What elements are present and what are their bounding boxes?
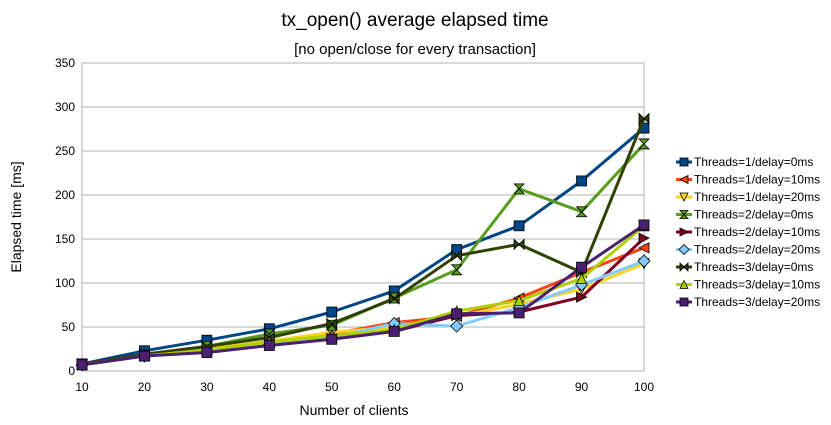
plot-area-border — [81, 62, 645, 372]
data-point — [388, 292, 400, 305]
y-axis-label: Elapsed time [ms] — [8, 161, 24, 272]
legend-label: Threads=1/delay=20ms — [694, 190, 820, 204]
y-axis-ticks: 0 50 100 150 200 250 300 350 — [55, 56, 75, 378]
x-tick-label: 80 — [512, 380, 526, 394]
legend-item: Threads=3/delay=10ms — [676, 278, 820, 292]
data-point — [575, 206, 588, 218]
x-axis-label: Number of clients — [300, 402, 409, 418]
data-point — [513, 238, 525, 251]
legend-label: Threads=3/delay=20ms — [694, 295, 820, 309]
legend-label: Threads=1/delay=10ms — [694, 173, 820, 187]
legend-item: Threads=1/delay=20ms — [676, 190, 820, 204]
x-tick-label: 100 — [634, 380, 654, 394]
data-point — [513, 220, 525, 232]
chart-title: tx_open() average elapsed time — [281, 10, 548, 31]
series-line — [81, 223, 645, 367]
data-point — [638, 242, 650, 254]
data-point — [679, 157, 689, 167]
data-point — [513, 294, 525, 307]
legend-label: Threads=2/delay=20ms — [694, 243, 820, 257]
x-tick-label: 90 — [575, 380, 589, 394]
data-point — [678, 243, 690, 256]
data-point — [326, 317, 338, 330]
data-point — [513, 307, 525, 319]
data-point — [450, 264, 463, 276]
data-point — [679, 192, 689, 202]
chart-subtitle: [no open/close for every transaction] — [294, 41, 536, 58]
data-point — [76, 359, 88, 371]
legend-label: Threads=1/delay=0ms — [694, 155, 813, 169]
data-point — [388, 325, 400, 337]
y-tick-label: 250 — [55, 144, 75, 158]
legend-label: Threads=2/delay=10ms — [694, 225, 820, 239]
y-tick-label: 200 — [55, 188, 75, 202]
data-point — [679, 210, 689, 219]
data-point — [679, 279, 689, 289]
legend-label: Threads=3/delay=10ms — [694, 278, 820, 292]
y-tick-label: 150 — [55, 232, 75, 246]
x-tick-label: 40 — [263, 380, 277, 394]
x-tick-label: 20 — [138, 380, 152, 394]
series — [76, 219, 650, 371]
y-tick-label: 350 — [55, 56, 75, 70]
legend-item: Threads=2/delay=0ms — [676, 208, 813, 222]
data-point — [451, 249, 463, 262]
data-point — [451, 308, 463, 320]
data-point — [638, 138, 650, 150]
series-line — [81, 117, 646, 366]
series-layer — [75, 112, 651, 372]
data-point — [576, 175, 587, 187]
x-tick-label: 30 — [200, 380, 214, 394]
x-tick-label: 10 — [75, 380, 89, 394]
data-point — [679, 262, 689, 272]
gridlines — [82, 62, 644, 372]
legend-item: Threads=3/delay=0ms — [676, 260, 813, 274]
data-point — [450, 319, 464, 333]
series-line — [81, 126, 645, 366]
data-point — [638, 112, 650, 125]
legend-item: Threads=1/delay=0ms — [676, 155, 813, 169]
data-point — [326, 333, 338, 345]
x-tick-label: 70 — [450, 380, 464, 394]
series-line — [81, 262, 645, 367]
data-point — [679, 174, 689, 185]
y-tick-label: 300 — [55, 100, 75, 114]
legend-item: Threads=2/delay=20ms — [676, 243, 820, 257]
data-point — [576, 291, 588, 303]
data-point — [638, 232, 650, 244]
legend-item: Threads=2/delay=10ms — [676, 225, 820, 239]
data-point — [575, 272, 588, 285]
legend-item: Threads=3/delay=20ms — [676, 295, 820, 309]
legend: Threads=1/delay=0ms Threads=1/delay=10ms T… — [676, 155, 820, 309]
data-point — [139, 350, 150, 362]
y-tick-label: 0 — [68, 364, 75, 378]
data-point — [513, 183, 526, 195]
x-tick-label: 50 — [325, 380, 339, 394]
legend-label: Threads=2/delay=0ms — [694, 208, 813, 222]
y-tick-label: 50 — [62, 320, 76, 334]
x-axis-ticks: 10 20 30 40 50 60 70 80 90 100 — [75, 380, 654, 394]
legend-item: Threads=1/delay=10ms — [676, 173, 820, 187]
x-tick-label: 60 — [388, 380, 402, 394]
data-point — [576, 261, 587, 273]
data-point — [637, 254, 651, 268]
data-point — [263, 340, 275, 351]
legend-label: Threads=3/delay=0ms — [694, 260, 813, 274]
data-point — [638, 219, 650, 231]
y-tick-label: 100 — [55, 276, 75, 290]
data-point — [326, 306, 338, 318]
data-point — [201, 347, 213, 358]
data-point — [679, 297, 689, 307]
data-point — [679, 227, 689, 237]
